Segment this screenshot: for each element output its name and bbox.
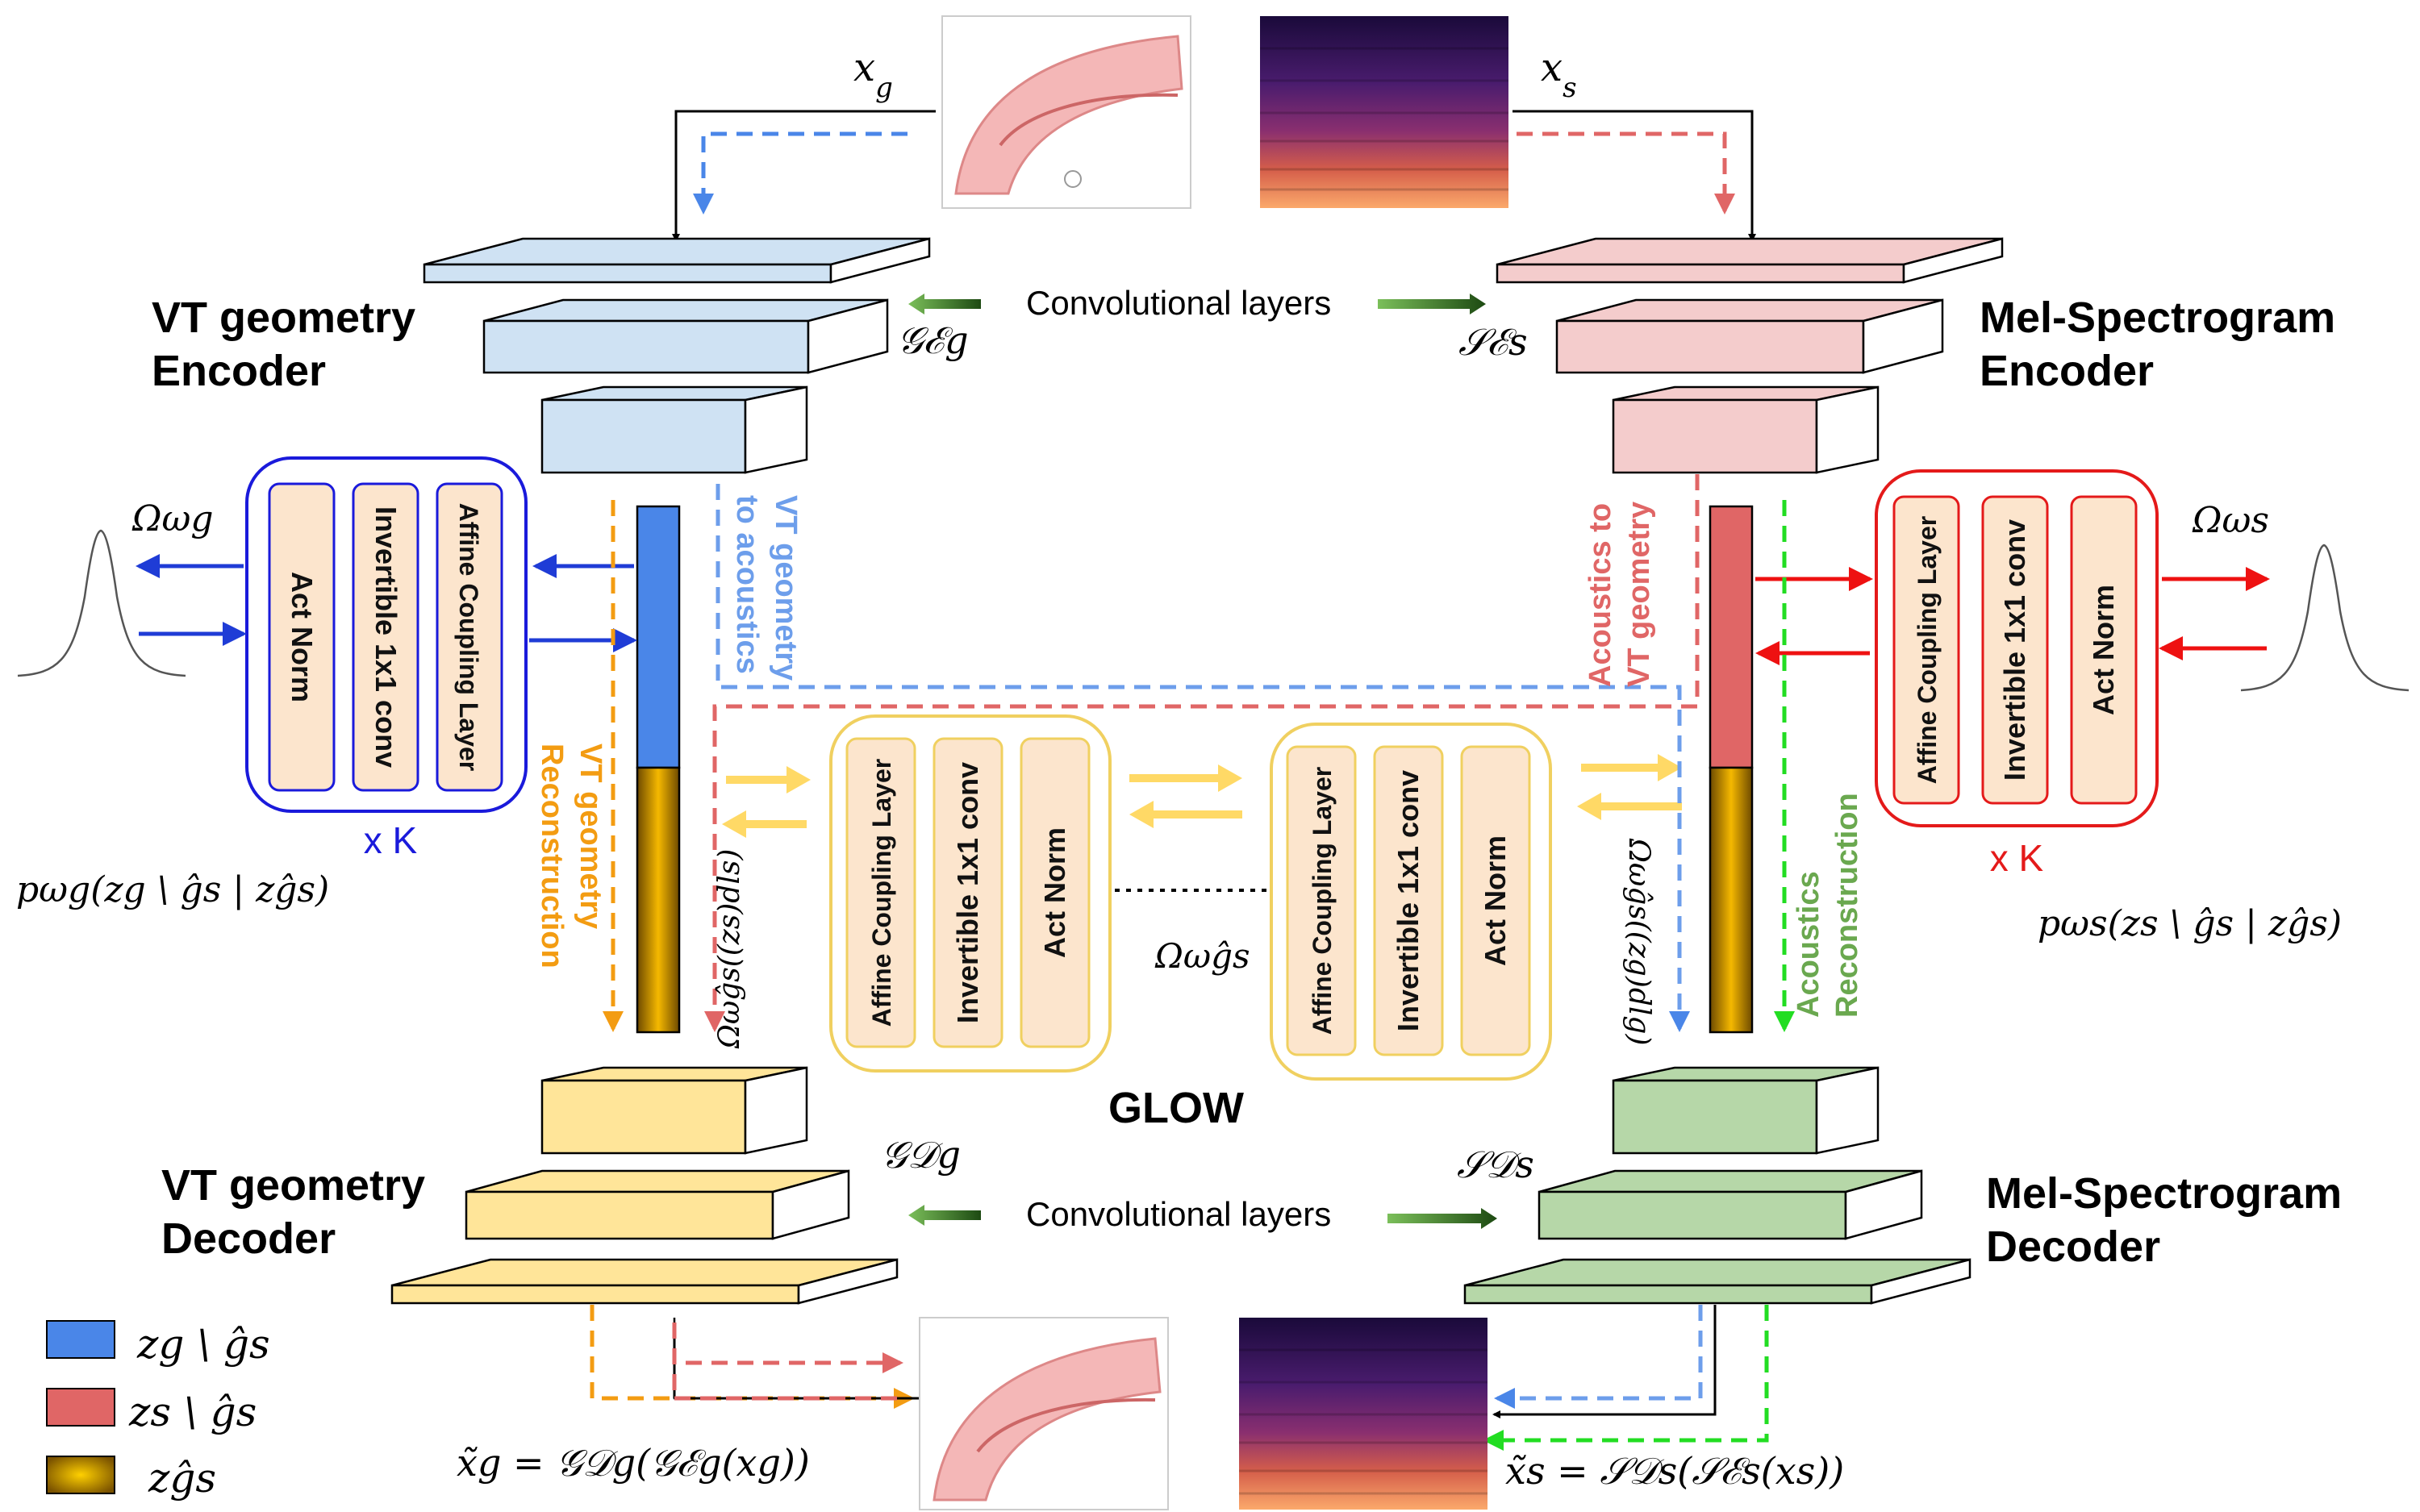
- xg-label: xg: [853, 45, 893, 104]
- label-ac-recon-1: Acoustics: [1792, 871, 1825, 1018]
- glow-block-2: [1270, 723, 1552, 1081]
- mel-spectrogram-encoder: [1496, 237, 2004, 474]
- mel-encoder-title-2: Encoder: [1980, 347, 2154, 395]
- conv-arrows-top: [908, 294, 1486, 314]
- output-xs-equation: x̃s = 𝒮𝒟s(𝒮ℰs(xs)): [1505, 1449, 1844, 1493]
- flow-right-layer-2: Invertible 1x1 conv: [1998, 519, 2031, 781]
- conv-label-bottom: Convolutional layers: [1026, 1195, 1331, 1233]
- mel-encoder-symbol: 𝒮ℰs: [1458, 320, 1528, 364]
- glow-yellow-arrows: [722, 754, 1682, 838]
- glow-block1-layer-3: Act Norm: [1038, 827, 1071, 958]
- glow-block1-layer-1: Affine Coupling Layer: [867, 759, 896, 1027]
- omega-g: Ωωg: [131, 498, 214, 539]
- glow-left-fn: Ωωĝs((zs)dls): [713, 849, 746, 1049]
- flow-right-layer-3: Act Norm: [2087, 585, 2120, 715]
- mel-spectrogram-decoder: [1463, 1066, 1971, 1305]
- vt-decoder-title-2: Decoder: [161, 1214, 336, 1263]
- vt-decoder-symbol: 𝒢𝒟g: [881, 1133, 961, 1177]
- omega-s: Ωωs: [2192, 500, 2269, 541]
- label-ac-recon-2: Reconstruction: [1830, 793, 1864, 1018]
- mel-spectrogram-input-image: [1260, 16, 1508, 208]
- output-xg-equation: x̃g = 𝒢𝒟g(𝒢ℰg(xg)): [457, 1441, 810, 1485]
- gaussian-right-icon: [2240, 544, 2410, 692]
- gaussian-left-icon: [17, 529, 186, 677]
- legend-label-0: zg \ ĝs: [136, 1321, 270, 1368]
- label-vt-recon-2: Reconstruction: [535, 744, 569, 968]
- conv-label-top: Convolutional layers: [1026, 284, 1331, 322]
- legend-swatch-gold: [46, 1456, 115, 1494]
- vt-encoder-title-2: Encoder: [152, 347, 326, 395]
- vt-geometry-decoder: [390, 1066, 899, 1305]
- flow-right-layer-1: Affine Coupling Layer: [1913, 516, 1942, 784]
- vt-encoder-title-1: VT geometry: [152, 294, 415, 342]
- flow-left: [245, 456, 528, 813]
- glow-block2-layer-1: Affine Coupling Layer: [1308, 767, 1337, 1035]
- label-vt-recon-1: VT geometry: [574, 744, 607, 929]
- legend-swatch-red: [46, 1388, 115, 1427]
- vt-encoder-symbol: 𝒢ℰg: [897, 319, 969, 362]
- mel-decoder-title-2: Decoder: [1986, 1223, 2160, 1271]
- flow-left-repeat: x K: [364, 819, 418, 861]
- latent-vt-bar: [636, 505, 681, 1034]
- prob-left: pωg(zg \ ĝs | zĝs): [16, 869, 329, 910]
- mel-decoder-title-1: Mel-Spectrogram: [1986, 1169, 2342, 1218]
- flow-right-repeat: x K: [1990, 837, 2044, 879]
- label-vt-to-acoustics-2: to acoustics: [730, 495, 764, 674]
- label-acoustics-to-vt-2: VT geometry: [1622, 502, 1656, 687]
- mel-decoder-symbol: 𝒮𝒟s: [1457, 1143, 1534, 1186]
- label-vt-to-acoustics-1: VT geometry: [769, 495, 803, 681]
- glow-block2-layer-3: Act Norm: [1479, 835, 1512, 966]
- xs-label: xs: [1541, 45, 1577, 104]
- prob-right: pωs(zs \ ĝs | zĝs): [2038, 903, 2342, 944]
- glow-block-1: [829, 714, 1112, 1073]
- mel-encoder-title-1: Mel-Spectrogram: [1980, 294, 2335, 342]
- glow-right-fn: Ωωĝs((zg)dlg): [1622, 838, 1655, 1046]
- conv-arrows-bottom: [908, 1205, 1497, 1229]
- vt-decoder-title-1: VT geometry: [161, 1161, 425, 1210]
- legend-label-2: zĝs: [148, 1455, 216, 1502]
- glow-label: GLOW: [1108, 1084, 1244, 1132]
- flow-left-layer-1: Act Norm: [286, 572, 319, 702]
- vt-geometry-encoder: [423, 237, 931, 474]
- latent-mel-bar: [1709, 505, 1754, 1034]
- glow-block1-layer-2: Invertible 1x1 conv: [951, 762, 984, 1023]
- glow-block2-layer-2: Invertible 1x1 conv: [1392, 770, 1425, 1031]
- legend-label-1: zs \ ĝs: [128, 1389, 257, 1435]
- flow-left-layer-2: Invertible 1x1 conv: [369, 506, 403, 768]
- vt-geometry-output-image: [919, 1317, 1169, 1510]
- legend-swatch-blue: [46, 1320, 115, 1359]
- legend: zg \ ĝs zs \ ĝs zĝs: [46, 1320, 270, 1502]
- label-acoustics-to-vt-1: Acoustics to: [1583, 503, 1617, 687]
- flow-left-layer-3: Affine Coupling Layer: [454, 503, 483, 771]
- flow-right: [1875, 469, 2159, 827]
- glow-omega: Ωωĝs: [1154, 936, 1250, 976]
- vt-geometry-input-image: [941, 15, 1191, 209]
- mel-spectrogram-output-image: [1239, 1318, 1487, 1510]
